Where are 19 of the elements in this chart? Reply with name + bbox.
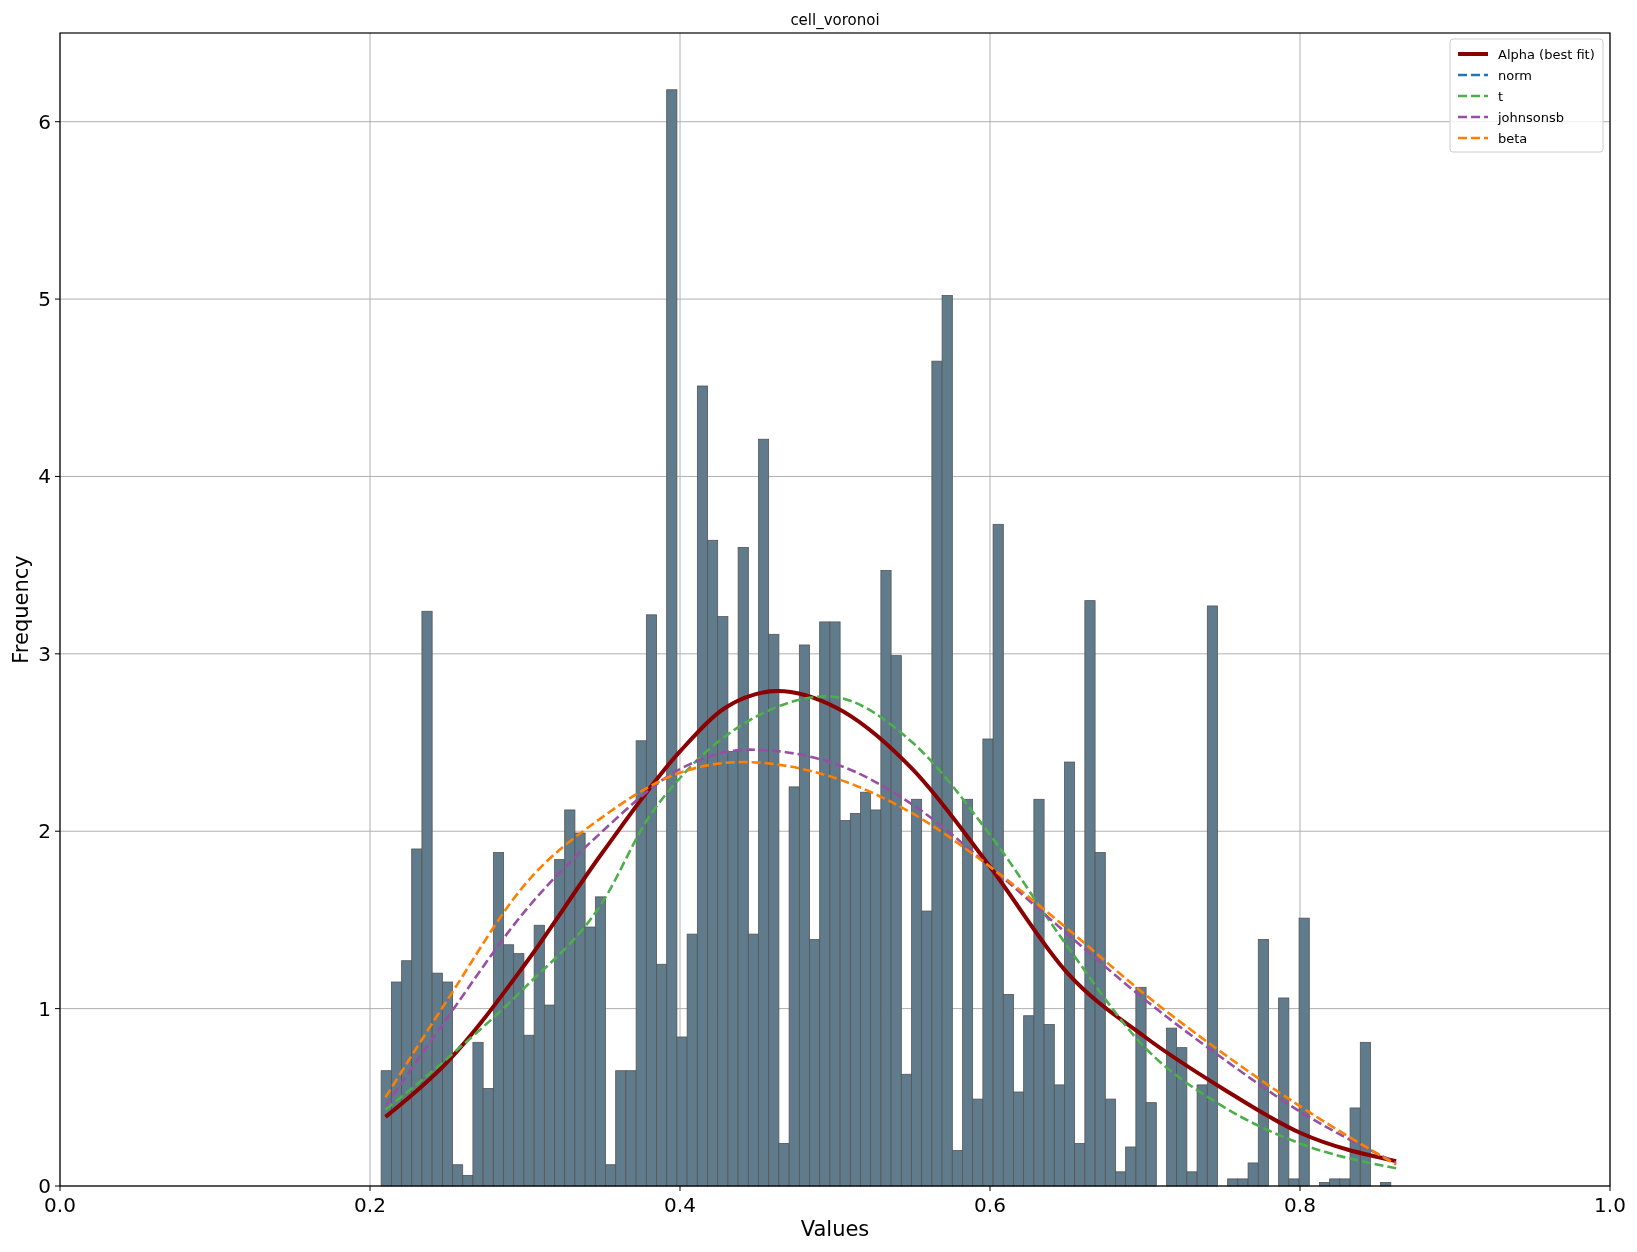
x-tick-label: 0.4 [664, 1193, 696, 1217]
chart-title: cell_voronoi [790, 11, 880, 30]
y-tick-label: 5 [38, 287, 51, 312]
y-tick-label: 4 [38, 464, 51, 489]
y-axis-title: Frequency [9, 555, 33, 664]
legend-label: Alpha (best fit) [1498, 47, 1595, 62]
x-tick-label: 0.6 [974, 1193, 1006, 1217]
x-axis-title: Values [800, 1217, 870, 1241]
x-tick-label: 0.2 [354, 1193, 386, 1217]
y-tick-label: 6 [38, 109, 51, 134]
x-tick-label: 0.8 [1284, 1193, 1316, 1217]
y-tick-label: 2 [38, 819, 51, 844]
legend-label: beta [1498, 131, 1528, 146]
legend-label: johnsonsb [1497, 110, 1565, 125]
legend-label: t [1498, 89, 1504, 104]
y-tick-label: 1 [38, 996, 51, 1021]
y-tick-label: 3 [38, 641, 51, 666]
x-tick-label: 1.0 [1594, 1193, 1626, 1217]
legend-label: norm [1498, 68, 1532, 83]
